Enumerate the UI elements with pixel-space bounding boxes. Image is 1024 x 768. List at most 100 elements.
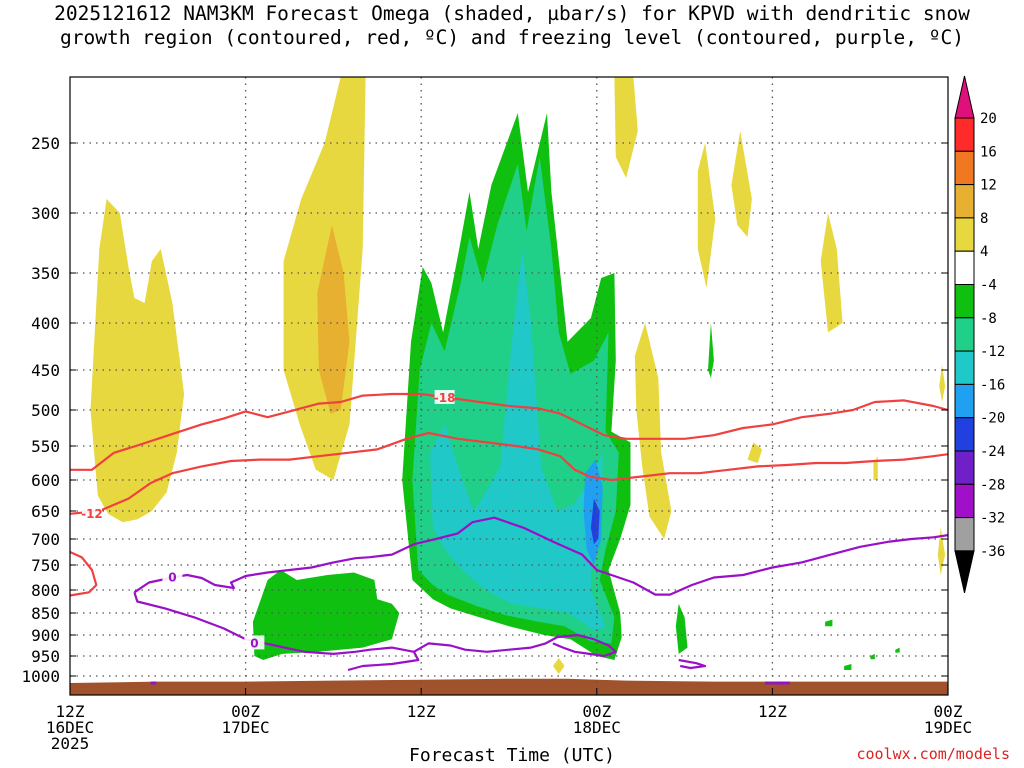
x-tick-label-36-0: 00Z xyxy=(582,702,611,721)
colorbar-swatch-8 xyxy=(954,383,975,419)
y-tick-label-650: 650 xyxy=(31,502,60,521)
colorbar-label-3: 8 xyxy=(980,211,988,227)
dgz-label-bg-0 xyxy=(434,390,455,404)
y-tick-label-750: 750 xyxy=(31,556,60,575)
omega-region-18 xyxy=(590,498,600,545)
x-tick-label-60-0: 00Z xyxy=(934,702,963,721)
freezing-contour-5 xyxy=(413,633,617,658)
colorbar-top-arrow xyxy=(954,75,975,119)
colorbar-swatch-0 xyxy=(954,117,975,152)
x-tick-label-0-1: 16DEC xyxy=(46,718,94,737)
omega-region-21 xyxy=(825,619,833,627)
omega-region-4 xyxy=(634,323,672,539)
freezing-contour-label-3: 0 xyxy=(168,571,176,585)
omega-region-5 xyxy=(697,143,716,288)
colorbar-swatch-6 xyxy=(954,317,975,352)
y-tick-label-950: 950 xyxy=(31,647,60,666)
x-tick-label-36-1: 18DEC xyxy=(573,718,621,737)
freezing-contour-6 xyxy=(678,658,707,670)
colorbar-swatch-1 xyxy=(954,150,975,186)
colorbar-label-5: -4 xyxy=(980,278,997,294)
colorbar-label-12: -32 xyxy=(980,511,1005,527)
freezing-label-bg-3 xyxy=(162,569,183,584)
colorbar-label-4: 4 xyxy=(980,244,988,260)
colorbar-label-7: -12 xyxy=(980,344,1005,360)
y-tick-label-450: 450 xyxy=(31,361,60,380)
omega-region-3 xyxy=(614,77,638,178)
colorbar-swatch-5 xyxy=(954,284,975,319)
title-line-2: growth region (contoured, red, ºC) and f… xyxy=(60,26,964,49)
colorbar-label-2: 12 xyxy=(980,178,997,194)
colorbar-swatch-4 xyxy=(954,250,975,285)
omega-region-22 xyxy=(870,653,875,660)
y-tick-label-850: 850 xyxy=(31,604,60,623)
colorbar-label-8: -16 xyxy=(980,377,1005,393)
colorbar: 20 16 12 8 4 -4 -8 -12 -16 -20 -24 -28 -32 -36 xyxy=(954,75,1005,594)
x-tick-label-60-1: 19DEC xyxy=(924,718,972,737)
omega-region-16 xyxy=(430,249,606,631)
axes: 250 300 350 400 450 500 550 600 650 700 750 800 850 9… xyxy=(21,76,972,753)
omega-region-23 xyxy=(895,647,900,653)
omega-region-9 xyxy=(873,456,878,480)
colorbar-label-13: -36 xyxy=(980,544,1005,560)
colorbar-label-9: -20 xyxy=(980,411,1005,427)
omega-region-12 xyxy=(552,658,565,674)
colorbar-swatch-2 xyxy=(954,184,975,219)
plot-frame xyxy=(69,76,949,696)
x-tick-label-0-2: 2025 xyxy=(51,734,90,753)
omega-region-10 xyxy=(939,365,946,402)
colorbar-swatch-3 xyxy=(954,217,975,252)
x-axis-label: Forecast Time (UTC) xyxy=(409,745,615,766)
omega-region-19 xyxy=(675,603,688,654)
y-tick-label-900: 900 xyxy=(31,626,60,645)
title-line-1: 2025121612 NAM3KM Forecast Omega (shaded… xyxy=(54,2,970,25)
y-tick-label-400: 400 xyxy=(31,314,60,333)
y-tick-label-300: 300 xyxy=(31,204,60,223)
omega-region-11 xyxy=(937,527,946,575)
freezing-contour-3 xyxy=(133,516,949,596)
omega-region-24 xyxy=(844,664,852,670)
y-tick-label-350: 350 xyxy=(31,264,60,283)
colorbar-label-6: -8 xyxy=(980,311,997,327)
omega-region-20 xyxy=(708,323,714,378)
x-tick-label-12-1: 17DEC xyxy=(222,718,270,737)
y-tick-label-250: 250 xyxy=(31,134,60,153)
x-tick-label-24-0: 12Z xyxy=(407,702,436,721)
y-tick-label-800: 800 xyxy=(31,581,60,600)
dgz-label-bg-1 xyxy=(81,505,102,520)
colorbar-swatch-7 xyxy=(954,350,975,385)
y-tick-label-700: 700 xyxy=(31,530,60,549)
x-tick-label-0-0: 12Z xyxy=(56,702,85,721)
chart-title: 2025121612 NAM3KM Forecast Omega (shaded… xyxy=(0,2,1024,50)
omega-region-8 xyxy=(747,442,763,463)
y-tick-label-1000: 1000 xyxy=(21,667,60,686)
y-tick-label-550: 550 xyxy=(31,437,60,456)
x-tick-label-12-0: 00Z xyxy=(231,702,260,721)
dgz-contour-label-1: -12 xyxy=(81,507,103,521)
omega-region-0 xyxy=(90,199,185,523)
colorbar-label-10: -24 xyxy=(980,444,1005,460)
dgz-contour-2 xyxy=(69,550,98,597)
freezing-contour-label-4: 0 xyxy=(250,636,258,650)
colorbar-label-11: -28 xyxy=(980,477,1005,493)
colorbar-label-1: 16 xyxy=(980,144,997,160)
colorbar-swatch-12 xyxy=(954,517,975,552)
omega-shading xyxy=(90,77,946,674)
colorbar-bottom-arrow xyxy=(954,550,975,594)
terrain-fill xyxy=(70,678,948,695)
colorbar-label-0: 20 xyxy=(980,111,997,127)
grid-lines xyxy=(70,77,948,695)
omega-region-13 xyxy=(252,570,400,660)
y-tick-label-500: 500 xyxy=(31,401,60,420)
colorbar-swatch-10 xyxy=(954,450,975,485)
omega-region-2 xyxy=(317,225,350,414)
colorbar-swatch-9 xyxy=(954,417,975,452)
dgz-contour-label-0: -18 xyxy=(434,391,456,405)
y-tick-label-600: 600 xyxy=(31,471,60,490)
site-credit: coolwx.com/models xyxy=(856,745,1010,763)
colorbar-swatch-11 xyxy=(954,483,975,519)
freezing-contour-4 xyxy=(133,591,420,672)
x-tick-label-48-0: 12Z xyxy=(758,702,787,721)
freezing-label-bg-4 xyxy=(244,635,265,650)
